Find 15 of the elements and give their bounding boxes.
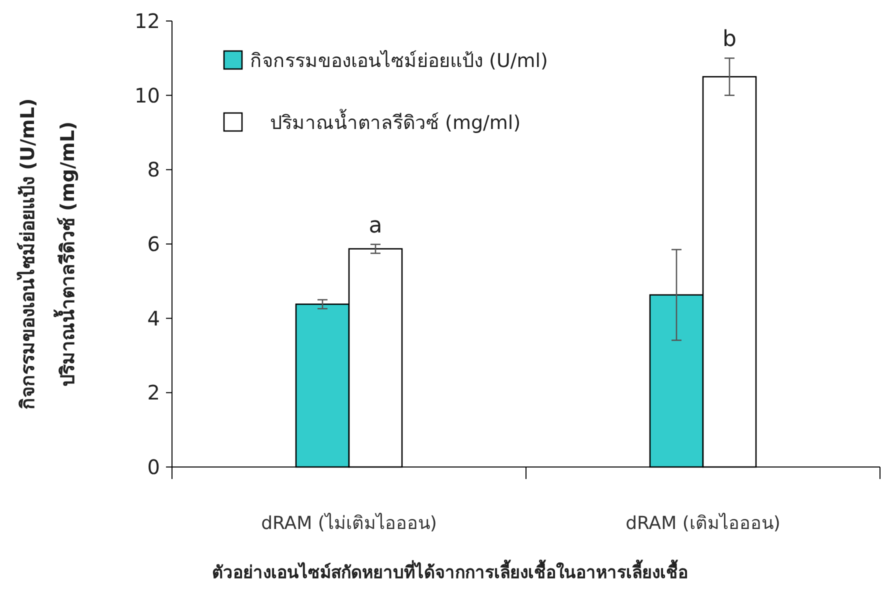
legend-label: กิจกรรมของเอนไซม์ย่อยแป้ง (U/ml) (250, 50, 548, 72)
y-tick-label: 8 (147, 158, 160, 182)
x-tick-label: dRAM (เติมไอออน) (626, 512, 780, 534)
y-tick-label: 10 (134, 83, 160, 108)
legend-label: ปริมาณน้ำตาลรีดิวซ์ (mg/ml) (270, 109, 521, 134)
y-tick-label: 6 (147, 232, 160, 256)
y-tick-label: 2 (147, 380, 160, 405)
y-tick-label: 12 (134, 9, 160, 33)
x-axis-title: ตัวอย่างเอนไซม์สกัดหยาบที่ได้จากการเลี้ยงเชื้อในอาหารเลี้ยงเชื้อ (212, 559, 688, 583)
x-tick-label: dRAM (ไม่เติมไอออน) (261, 512, 437, 534)
annotation: a (368, 213, 382, 238)
y-tick-label: 0 (147, 455, 160, 479)
y-tick-label: 4 (147, 306, 160, 330)
y-axis-title: กิจกรรมของเอนไซม์ย่อยแป้ง (U/mL) ปริมาณน้ำตาลรีดิวซ์ (mg/mL) (16, 98, 79, 410)
annotation: b (722, 27, 736, 52)
